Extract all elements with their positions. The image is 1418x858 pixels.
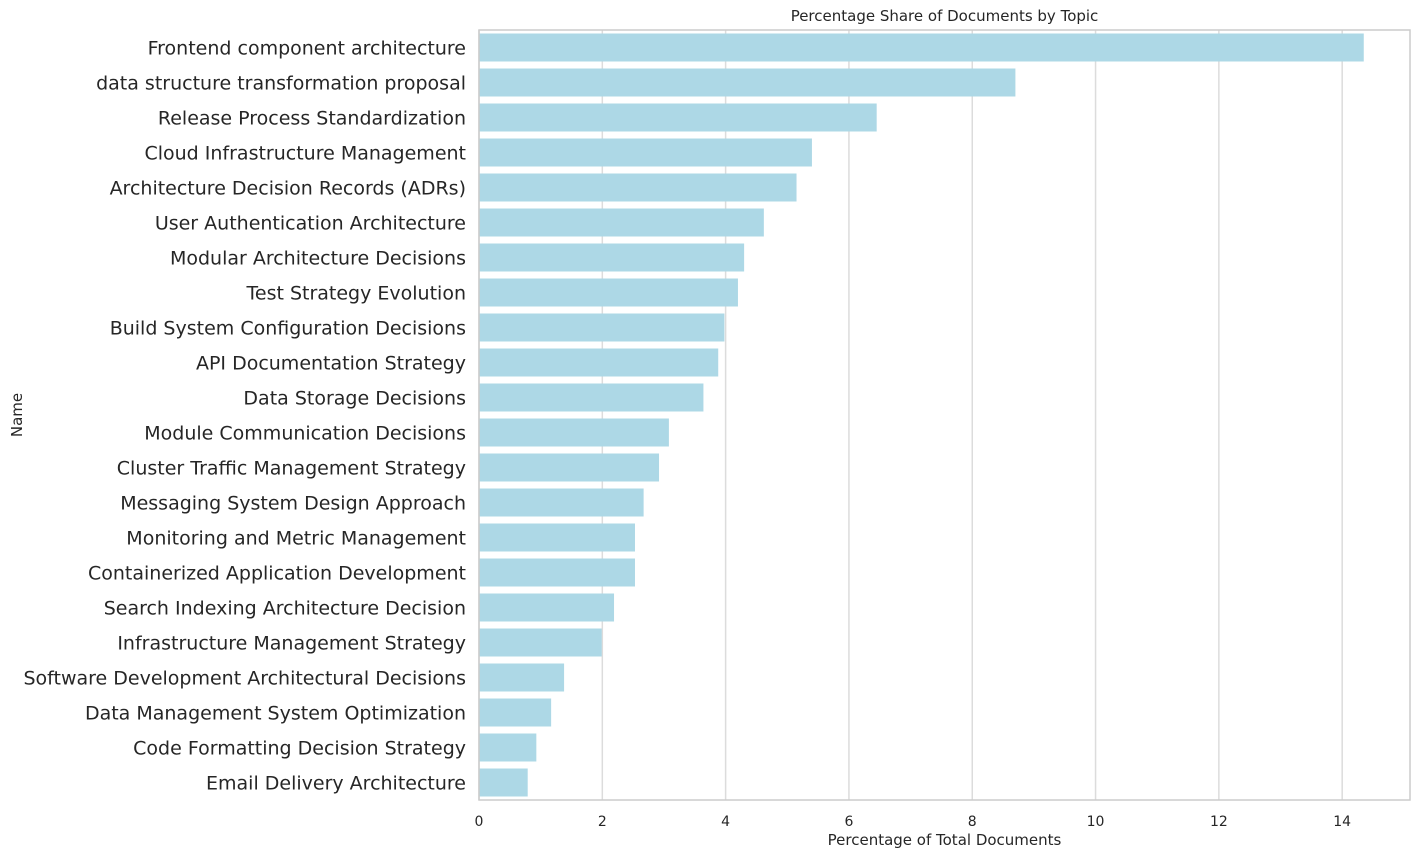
- bar: [479, 523, 635, 552]
- bar: [479, 313, 725, 342]
- bar: [479, 173, 797, 202]
- y-tick-label: Search Indexing Architecture Decision: [104, 598, 466, 620]
- x-tick-label: 0: [475, 814, 484, 830]
- bar: [479, 138, 812, 167]
- x-tick-label: 8: [968, 814, 977, 830]
- y-axis-title: Name: [8, 393, 26, 437]
- bar: [479, 208, 764, 237]
- x-tick-labels: 0 2 4 6 8 10 12 14: [475, 814, 1352, 830]
- bar: [479, 698, 552, 727]
- y-tick-label: Module Communication Decisions: [144, 423, 466, 445]
- y-tick-label: Frontend component architecture: [148, 38, 466, 60]
- bar: [479, 558, 635, 587]
- y-tick-label: Release Process Standardization: [158, 108, 466, 130]
- y-tick-label: Containerized Application Development: [88, 563, 466, 585]
- plot-frame: [478, 29, 1411, 801]
- x-tick-label: 12: [1210, 814, 1228, 830]
- y-tick-label: Cluster Traffic Management Strategy: [117, 458, 466, 480]
- bar: [479, 768, 528, 797]
- bar: [479, 733, 537, 762]
- y-tick-label: Architecture Decision Records (ADRs): [110, 178, 466, 200]
- bar: [479, 243, 745, 272]
- bar: [479, 68, 1016, 97]
- bar: [479, 628, 602, 657]
- y-tick-label: Infrastructure Management Strategy: [117, 633, 466, 655]
- x-tick-label: 6: [844, 814, 853, 830]
- y-tick-label: Email Delivery Architecture: [206, 773, 466, 795]
- y-tick-label: User Authentication Architecture: [155, 213, 466, 235]
- bar: [479, 33, 1364, 62]
- y-tick-label: API Documentation Strategy: [196, 353, 466, 375]
- y-tick-label: Cloud Infrastructure Management: [144, 143, 466, 165]
- bar: [479, 663, 565, 692]
- bars: [479, 33, 1364, 797]
- bar: [479, 453, 660, 482]
- y-tick-label: Modular Architecture Decisions: [170, 248, 466, 270]
- x-axis-title: Percentage of Total Documents: [828, 831, 1062, 849]
- bar: [479, 383, 704, 412]
- y-tick-label: Test Strategy Evolution: [246, 283, 467, 305]
- x-tick-label: 10: [1087, 814, 1105, 830]
- x-tick-label: 4: [721, 814, 730, 830]
- chart-title: Percentage Share of Documents by Topic: [791, 7, 1099, 25]
- y-tick-label: Software Development Architectural Decis…: [23, 668, 466, 690]
- y-tick-label: data structure transformation proposal: [96, 73, 466, 95]
- x-tick-label: 2: [598, 814, 607, 830]
- y-tick-label: Data Storage Decisions: [243, 388, 466, 410]
- bar: [479, 418, 669, 447]
- bar: [479, 488, 644, 517]
- bar: [479, 103, 877, 132]
- bar: [479, 593, 615, 622]
- y-tick-label: Data Management System Optimization: [85, 703, 466, 725]
- bar: [479, 348, 719, 377]
- y-tick-label: Code Formatting Decision Strategy: [133, 738, 466, 760]
- bar: [479, 278, 738, 307]
- y-tick-labels: Frontend component architecture data stru…: [23, 38, 466, 795]
- y-tick-label: Monitoring and Metric Management: [126, 528, 466, 550]
- x-tick-label: 14: [1333, 814, 1351, 830]
- y-tick-label: Build System Configuration Decisions: [110, 318, 466, 340]
- y-tick-label: Messaging System Design Approach: [120, 493, 466, 515]
